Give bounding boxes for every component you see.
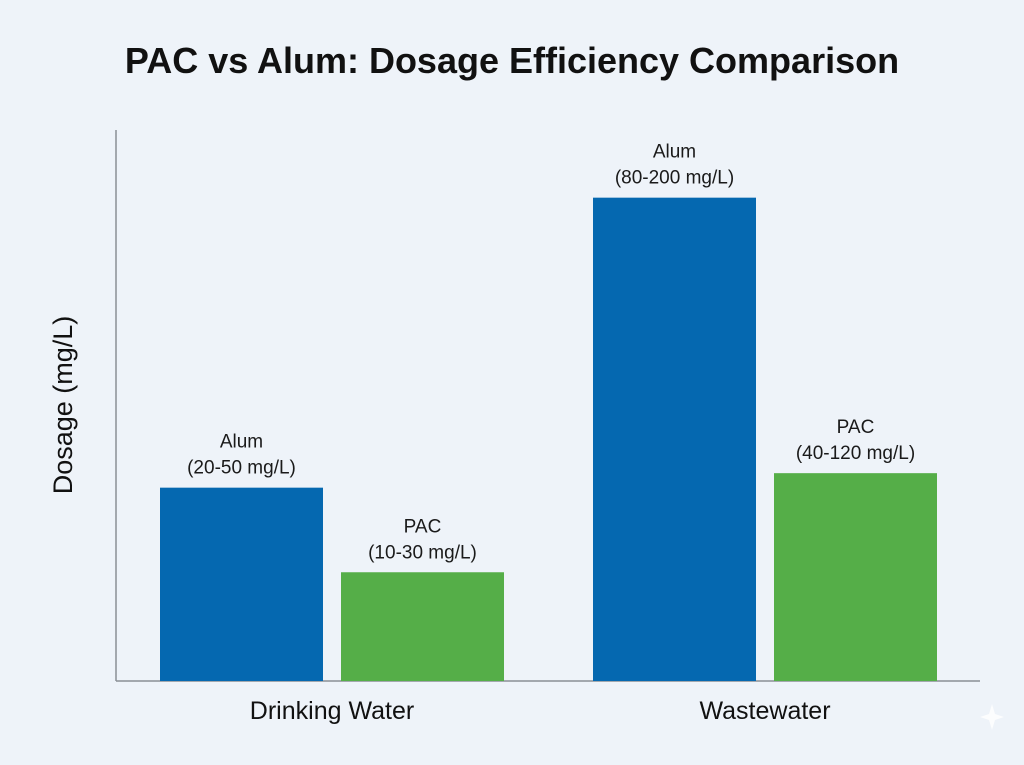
data-label-range: (80-200 mg/L) xyxy=(615,168,734,189)
y-axis-label: Dosage (mg/L) xyxy=(48,316,78,495)
bar-alum-1 xyxy=(593,197,756,681)
bar-alum-0 xyxy=(160,487,323,681)
x-tick-label: Wastewater xyxy=(699,697,830,725)
data-label-range: (40-120 mg/L) xyxy=(796,443,915,464)
data-label-name: PAC xyxy=(404,516,442,537)
data-label-name: PAC xyxy=(837,417,875,438)
data-label-name: Alum xyxy=(220,432,263,453)
bar-pac-1 xyxy=(774,473,937,681)
data-label-name: Alum xyxy=(653,142,696,163)
chart-title: PAC vs Alum: Dosage Efficiency Compariso… xyxy=(124,40,900,81)
x-tick-label: Drinking Water xyxy=(250,697,414,725)
bar-pac-0 xyxy=(341,572,504,681)
data-label-range: (10-30 mg/L) xyxy=(368,542,477,563)
data-label-range: (20-50 mg/L) xyxy=(187,458,296,479)
